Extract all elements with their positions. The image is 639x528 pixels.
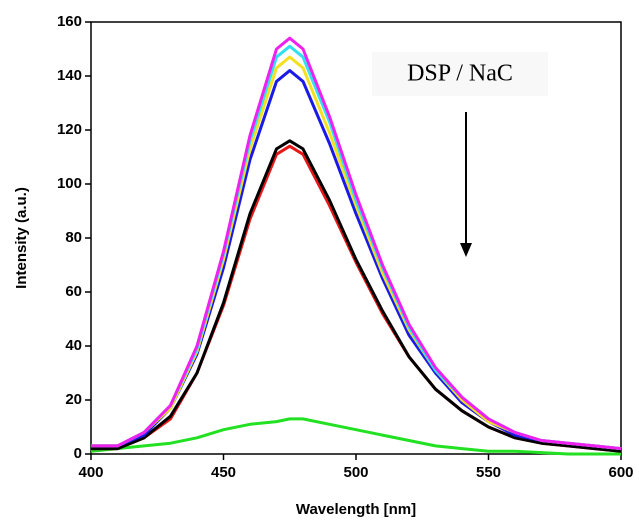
x-tick-label: 400 bbox=[78, 464, 103, 481]
series-line bbox=[91, 44, 622, 451]
y-tick-label: 100 bbox=[57, 175, 82, 192]
x-axis-label: Wavelength [nm] bbox=[296, 501, 416, 518]
arrow-head bbox=[460, 243, 472, 257]
y-tick-label: 120 bbox=[57, 121, 82, 138]
x-tick-label: 600 bbox=[608, 464, 633, 481]
y-tick-label: 160 bbox=[57, 13, 82, 30]
series-line bbox=[91, 36, 622, 451]
y-tick-label: 0 bbox=[74, 445, 82, 462]
annotation: DSP / NaC bbox=[407, 61, 513, 87]
y-tick-label: 140 bbox=[57, 67, 82, 84]
x-tick-label: 500 bbox=[343, 464, 368, 481]
annotation-box bbox=[372, 52, 548, 96]
y-tick-label: 80 bbox=[65, 229, 82, 246]
series-line bbox=[91, 55, 622, 451]
series-line bbox=[90, 417, 621, 456]
y-tick-label: 40 bbox=[65, 337, 82, 354]
y-tick-label: 20 bbox=[65, 391, 82, 408]
y-tick-label: 60 bbox=[65, 283, 82, 300]
series-line bbox=[91, 139, 622, 453]
y-axis-label: Intensity (a.u.) bbox=[13, 187, 30, 289]
x-tick-label: 450 bbox=[211, 464, 236, 481]
x-tick-label: 550 bbox=[476, 464, 501, 481]
